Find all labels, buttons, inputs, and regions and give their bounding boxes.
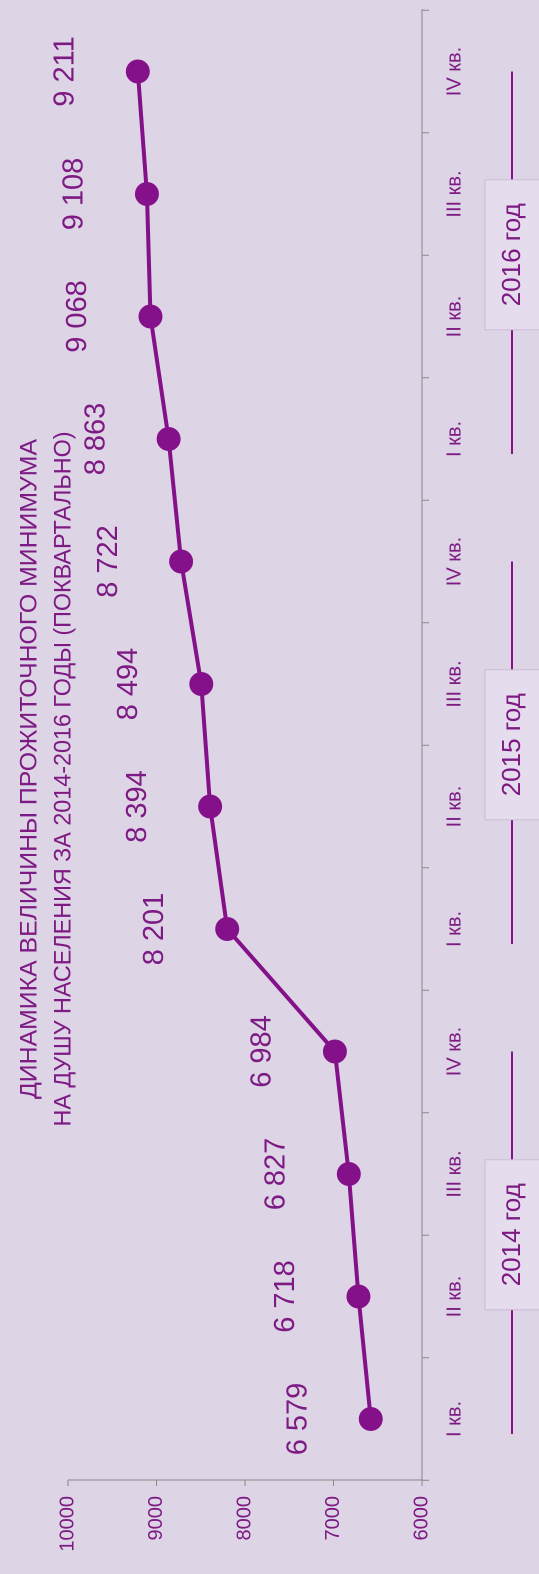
data-point bbox=[215, 917, 240, 941]
data-point bbox=[169, 549, 194, 574]
data-point bbox=[125, 59, 150, 84]
y-tick-label: 8000 bbox=[233, 1496, 255, 1541]
chart-subtitle: НА ДУШУ НАСЕЛЕНИЯ ЗА 2014-2016 ГОДЫ (ПОК… bbox=[49, 432, 76, 1127]
data-point bbox=[156, 427, 181, 451]
data-point bbox=[322, 1039, 347, 1064]
rotated-chart: ДИНАМИКА ВЕЛИЧИНЫ ПРОЖИТОЧНОГО МИНИМУМА … bbox=[15, 9, 539, 1552]
x-tick-label: I кв. bbox=[443, 421, 465, 457]
x-tick-label: III кв. bbox=[443, 1150, 465, 1197]
data-label: 6 579 bbox=[281, 1383, 313, 1456]
data-point bbox=[134, 182, 159, 206]
data-label: 6 718 bbox=[269, 1260, 301, 1333]
y-tick-label: 9000 bbox=[145, 1496, 167, 1541]
chart-title: ДИНАМИКА ВЕЛИЧИНЫ ПРОЖИТОЧНОГО МИНИМУМА bbox=[15, 439, 42, 1099]
year-label: 2014 год bbox=[496, 1183, 526, 1286]
x-tick-label: III кв. bbox=[443, 170, 465, 217]
x-tick-label: II кв. bbox=[443, 786, 465, 828]
data-label: 8 494 bbox=[112, 648, 144, 721]
x-tick-label: IV кв. bbox=[443, 537, 465, 586]
year-box bbox=[484, 669, 539, 821]
x-tick-label: II кв. bbox=[443, 1276, 465, 1318]
x-tick-label: I кв. bbox=[443, 911, 465, 947]
year-label: 2016 год bbox=[496, 203, 526, 306]
year-label: 2015 год bbox=[496, 693, 526, 796]
data-label: 8 863 bbox=[79, 403, 111, 476]
y-tick-label: 7000 bbox=[322, 1496, 344, 1541]
data-line bbox=[135, 71, 373, 1420]
data-label: 9 108 bbox=[58, 158, 90, 231]
data-label: 9 068 bbox=[61, 280, 93, 353]
year-box bbox=[484, 179, 539, 331]
data-label: 6 827 bbox=[259, 1138, 291, 1211]
x-tick-label: IV кв. bbox=[443, 1027, 465, 1076]
x-tick-label: II кв. bbox=[443, 296, 465, 338]
data-point bbox=[358, 1407, 383, 1431]
data-point bbox=[189, 672, 214, 696]
data-label: 8 722 bbox=[92, 525, 124, 598]
data-label: 6 984 bbox=[246, 1015, 278, 1088]
data-point bbox=[198, 794, 223, 819]
data-label: 8 201 bbox=[138, 893, 170, 966]
year-box bbox=[484, 1159, 539, 1311]
x-tick-label: I кв. bbox=[443, 1401, 465, 1437]
data-point bbox=[336, 1162, 361, 1186]
data-point bbox=[346, 1284, 371, 1309]
y-tick-label: 6000 bbox=[410, 1496, 432, 1541]
data-label: 9 211 bbox=[48, 36, 80, 106]
x-tick-label: IV кв. bbox=[443, 47, 465, 96]
x-tick-label: III кв. bbox=[443, 660, 465, 707]
data-point bbox=[138, 304, 163, 329]
data-label: 8 394 bbox=[121, 770, 153, 843]
y-tick-label: 10000 bbox=[56, 1496, 78, 1552]
